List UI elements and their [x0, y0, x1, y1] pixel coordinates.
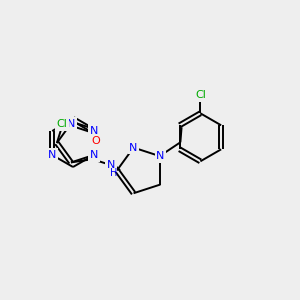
Text: N: N	[90, 126, 98, 136]
Text: O: O	[92, 136, 100, 146]
Text: Cl: Cl	[56, 119, 67, 129]
Text: N: N	[107, 160, 115, 170]
Text: N: N	[48, 150, 56, 160]
Text: H: H	[110, 168, 118, 178]
Text: N: N	[90, 150, 98, 160]
Text: N: N	[156, 151, 165, 161]
Text: Cl: Cl	[195, 90, 206, 100]
Text: N: N	[67, 118, 75, 129]
Text: N: N	[129, 142, 138, 153]
